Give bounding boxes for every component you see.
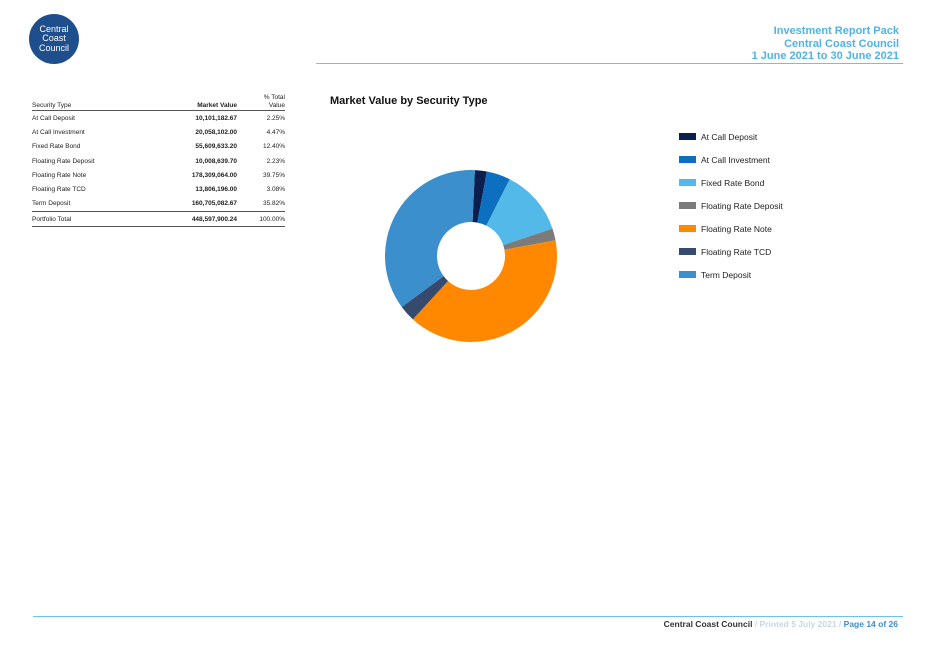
row-type: Floating Rate TCD (32, 186, 86, 194)
logo-line-3: Council (38, 42, 69, 53)
table-header-row: Security Type Market Value % Total Value (32, 92, 285, 111)
legend-label: Floating Rate TCD (701, 246, 772, 257)
row-type: At Call Deposit (32, 114, 75, 122)
legend-swatch (679, 271, 696, 278)
row-type: Term Deposit (32, 200, 71, 208)
table-row: Term Deposit 160,705,082.67 35.82% (32, 197, 285, 211)
footer-page-number: Page 14 of 26 (843, 619, 898, 629)
table-row: At Call Deposit 10,101,182.67 2.25% (32, 111, 285, 125)
legend-item: Floating Rate Note (679, 211, 783, 246)
total-label: Portfolio Total (32, 215, 72, 223)
donut-slice-at-call-investment (477, 171, 510, 226)
row-pct: 3.08% (266, 186, 285, 194)
header-market-value: Market Value (197, 102, 237, 109)
legend-item: At Call Investment (679, 142, 783, 177)
row-value: 20,058,102.00 (195, 128, 237, 136)
security-type-table: Security Type Market Value % Total Value… (32, 92, 285, 228)
legend-label: Floating Rate Deposit (701, 200, 783, 211)
footer-org: Central Coast Council (663, 619, 753, 629)
row-type: At Call Investment (32, 128, 85, 136)
row-pct: 4.47% (266, 128, 285, 136)
header-pct-line-2: Value (268, 101, 285, 109)
row-value: 55,609,633.20 (195, 143, 237, 151)
legend-item: Term Deposit (679, 257, 783, 292)
row-type: Fixed Rate Bond (32, 143, 81, 151)
table-row: Floating Rate Deposit 10,008,639.70 2.23… (32, 154, 285, 168)
row-value: 10,101,182.67 (195, 114, 237, 122)
row-value: 178,309,064.00 (191, 171, 237, 179)
table-row: Fixed Rate Bond 55,609,633.20 12.40% (32, 140, 285, 154)
row-pct: 35.82% (262, 200, 285, 208)
legend-swatch (679, 179, 696, 186)
table-row: Floating Rate Note 178,309,064.00 39.75% (32, 168, 285, 182)
legend-swatch (679, 225, 696, 232)
legend-label: Floating Rate Note (701, 223, 772, 234)
footer-divider (33, 616, 903, 617)
legend-swatch (679, 202, 696, 209)
row-value: 10,008,639.70 (195, 157, 237, 165)
row-value: 13,806,196.00 (195, 186, 237, 194)
legend-swatch (679, 248, 696, 255)
total-value: 448,597,900.24 (191, 215, 237, 223)
footer-separator: / (836, 619, 844, 629)
table-row: Floating Rate TCD 13,806,196.00 3.08% (32, 182, 285, 196)
donut-slice-floating-rate-note (412, 240, 557, 343)
report-period: 1 June 2021 to 30 June 2021 (751, 50, 899, 62)
row-value: 160,705,082.67 (191, 200, 237, 208)
donut-chart (385, 170, 557, 343)
table-total-row: Portfolio Total 448,597,900.24 100.00% (32, 211, 285, 228)
donut-slice-at-call-deposit (472, 170, 487, 223)
header-pct-total: % Total Value (237, 94, 285, 109)
council-logo: Central Coast Council (29, 14, 79, 64)
legend-item: Floating Rate TCD (679, 234, 783, 269)
legend-label: Term Deposit (701, 269, 752, 280)
report-org: Central Coast Council (784, 37, 899, 50)
donut-slice-fixed-rate-bond (486, 179, 553, 246)
donut-slice-floating-rate-deposit (503, 228, 556, 250)
legend-label: At Call Investment (701, 154, 770, 165)
donut-slice-term-deposit (385, 170, 475, 308)
row-pct: 2.25% (266, 114, 285, 122)
chart-title: Market Value by Security Type (330, 95, 488, 107)
row-type: Floating Rate Note (32, 171, 87, 179)
legend-swatch (679, 133, 696, 140)
header-pct-line-1: % Total (263, 94, 285, 101)
row-pct: 39.75% (262, 171, 285, 179)
page-footer: Central Coast Council / Printed 5 July 2… (664, 619, 898, 629)
row-pct: 12.40% (262, 143, 285, 151)
total-pct: 100.00% (259, 215, 285, 223)
row-type: Floating Rate Deposit (32, 157, 95, 165)
footer-separator: / (752, 619, 760, 629)
legend-swatch (679, 156, 696, 163)
header-security-type: Security Type (32, 102, 72, 109)
legend-item: At Call Deposit (679, 119, 783, 154)
legend-item: Floating Rate Deposit (679, 188, 783, 223)
logo-line-2: Coast (42, 33, 66, 44)
legend-label: At Call Deposit (701, 131, 758, 142)
chart-legend: At Call Deposit At Call Investment Fixed… (679, 119, 783, 292)
row-pct: 2.23% (266, 157, 285, 165)
table-row: At Call Investment 20,058,102.00 4.47% (32, 125, 285, 139)
report-title: Investment Report Pack (773, 25, 899, 37)
report-header: Investment Report Pack Central Coast Cou… (752, 25, 899, 63)
footer-printed-date: Printed 5 July 2021 (759, 619, 837, 629)
donut-slice-floating-rate-tcd (401, 276, 449, 320)
logo-line-1: Central (39, 23, 69, 34)
legend-item: Fixed Rate Bond (679, 165, 783, 200)
legend-label: Fixed Rate Bond (701, 177, 765, 188)
header-divider (316, 63, 903, 64)
